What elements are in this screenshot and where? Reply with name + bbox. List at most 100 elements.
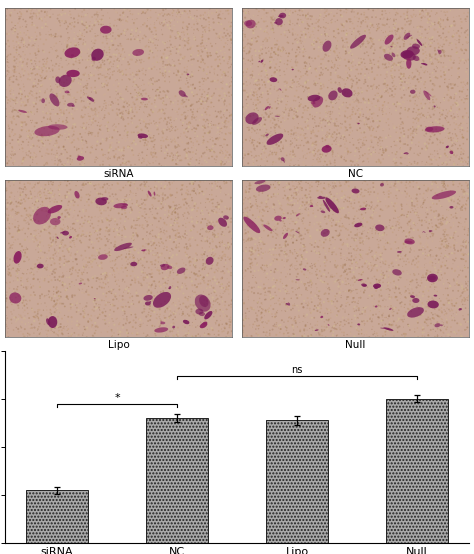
Point (415, 122, 422, 131)
Point (437, 45, 444, 54)
Point (165, 287, 173, 296)
Point (191, 260, 198, 269)
Point (331, 235, 339, 244)
Point (132, 227, 140, 235)
Point (373, 93, 380, 102)
Point (206, 210, 213, 219)
Point (140, 247, 148, 256)
Point (301, 201, 309, 209)
Point (258, 290, 265, 299)
Point (375, 158, 383, 167)
Point (39, 98, 47, 107)
Point (328, 322, 336, 331)
Point (400, 140, 407, 148)
Point (317, 23, 325, 32)
Point (263, 28, 271, 37)
Point (166, 78, 173, 86)
Point (318, 119, 325, 127)
Point (438, 45, 446, 54)
Point (42, 35, 50, 44)
Point (132, 224, 139, 233)
Point (328, 8, 335, 17)
Point (426, 111, 433, 120)
Point (441, 310, 449, 319)
Point (185, 329, 192, 338)
Point (363, 232, 371, 240)
Point (379, 268, 387, 277)
Point (388, 27, 396, 35)
Point (36, 204, 44, 213)
Point (81, 70, 88, 79)
Point (64, 246, 72, 255)
Point (58, 230, 65, 239)
Point (185, 187, 192, 196)
Point (111, 239, 118, 248)
Point (421, 83, 429, 92)
Point (292, 30, 299, 39)
Point (169, 145, 176, 154)
Point (338, 328, 346, 337)
Point (84, 44, 92, 53)
Point (143, 249, 150, 258)
Point (300, 152, 307, 161)
Point (78, 268, 86, 277)
Point (339, 43, 347, 52)
Point (3, 317, 10, 326)
Point (274, 218, 282, 227)
Point (41, 101, 49, 110)
Point (63, 56, 70, 65)
Point (163, 246, 171, 255)
Point (303, 286, 311, 295)
Point (273, 255, 281, 264)
Point (157, 316, 165, 325)
Point (320, 297, 328, 306)
Point (249, 299, 256, 307)
Point (114, 15, 121, 24)
Point (253, 260, 260, 269)
Point (219, 296, 226, 305)
Point (32, 179, 39, 188)
Point (127, 70, 134, 79)
Point (49, 204, 56, 213)
Point (188, 100, 196, 109)
Point (45, 106, 53, 115)
Point (215, 321, 223, 330)
Point (181, 279, 189, 288)
Point (293, 218, 301, 227)
Point (250, 305, 257, 314)
Point (350, 27, 357, 35)
Point (460, 98, 468, 107)
Point (355, 299, 362, 308)
Point (424, 10, 432, 19)
Point (295, 188, 302, 197)
Point (206, 227, 213, 236)
Point (120, 223, 128, 232)
Point (148, 280, 155, 289)
Point (431, 213, 439, 222)
Point (264, 129, 271, 138)
Point (226, 286, 234, 295)
Point (256, 206, 264, 214)
Point (268, 44, 275, 53)
Point (4, 17, 12, 26)
Point (225, 92, 233, 101)
Point (340, 8, 348, 17)
Point (67, 151, 74, 160)
Point (155, 312, 163, 321)
Point (82, 302, 90, 311)
Point (137, 279, 145, 288)
Point (444, 90, 451, 99)
Point (118, 146, 126, 155)
Point (243, 65, 250, 74)
Point (44, 216, 51, 225)
Point (18, 10, 25, 19)
Point (221, 117, 229, 126)
Point (4, 285, 11, 294)
Point (228, 35, 236, 44)
Point (28, 33, 36, 42)
Point (144, 270, 151, 279)
Point (289, 263, 296, 271)
Point (140, 20, 147, 29)
Point (101, 246, 109, 255)
Point (250, 219, 258, 228)
